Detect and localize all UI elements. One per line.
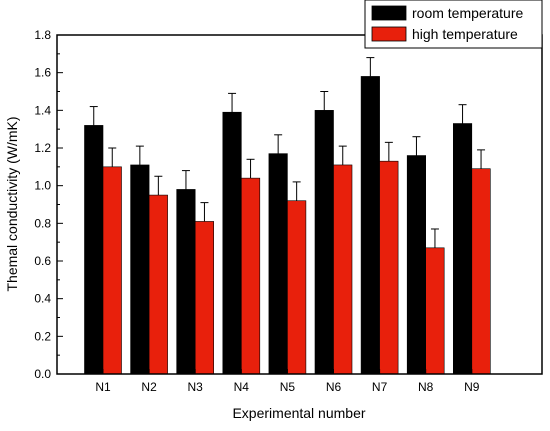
- bar-high-n3: [194, 221, 214, 375]
- bar-high-n8: [425, 247, 445, 375]
- y-tick-label: 1.2: [34, 141, 51, 155]
- x-tick-label-n9: N9: [464, 380, 480, 394]
- bar-room-n1: [84, 125, 104, 375]
- y-axis: 0.0 0.2 0.4 0.6 0.8 1.0 1.2 1.4 1.6 1.8: [34, 28, 63, 381]
- y-tick-label: 0.4: [34, 292, 51, 306]
- bar-room-n3: [176, 189, 196, 375]
- legend-label-room-temperature: room temperature: [412, 5, 523, 21]
- bar-room-n4: [222, 111, 242, 375]
- y-tick-label: 1.8: [34, 28, 51, 42]
- error-bar-high-n1: [108, 147, 117, 167]
- bar-high-n5: [287, 200, 307, 375]
- x-tick-label-n8: N8: [418, 380, 434, 394]
- error-bar-room-n6: [320, 91, 329, 111]
- bars-layer: [84, 76, 491, 375]
- error-bar-high-n9: [477, 149, 486, 169]
- error-bars-layer: [89, 57, 486, 248]
- bar-room-n5: [268, 153, 288, 375]
- bar-high-n2: [148, 194, 168, 375]
- bar-room-n9: [452, 123, 473, 375]
- y-tick-label: 1.6: [34, 66, 51, 80]
- error-bar-room-n1: [89, 106, 98, 126]
- x-tick-label-n4: N4: [234, 380, 250, 394]
- y-tick-label: 0.8: [34, 216, 51, 230]
- bar-room-n8: [406, 155, 427, 375]
- y-tick-label: 1.0: [34, 179, 51, 193]
- x-tick-label-n1: N1: [95, 380, 111, 394]
- legend-swatch-room-temperature: [371, 5, 407, 21]
- bar-room-n7: [360, 76, 380, 375]
- error-bar-high-n4: [246, 158, 255, 179]
- x-axis: N1 N2 N3 N4 N5 N6 N7 N8 N9: [95, 369, 480, 394]
- bar-high-n6: [333, 164, 353, 375]
- error-bar-room-n8: [412, 136, 421, 156]
- error-bar-high-n7: [384, 141, 393, 162]
- error-bar-room-n9: [458, 104, 467, 124]
- error-bar-room-n5: [274, 134, 283, 154]
- error-bar-high-n3: [200, 202, 209, 222]
- error-bar-room-n3: [181, 170, 190, 190]
- y-tick-label: 0.0: [34, 367, 51, 381]
- error-bar-room-n7: [366, 57, 375, 77]
- legend-swatch-high-temperature: [371, 26, 407, 42]
- x-tick-label-n6: N6: [326, 380, 342, 394]
- error-bar-high-n5: [292, 181, 301, 201]
- bar-high-n1: [102, 166, 122, 375]
- y-tick-label: 0.2: [34, 329, 51, 343]
- y-axis-title: Themal conductivity (W/mK): [4, 116, 20, 291]
- x-tick-label-n7: N7: [372, 380, 388, 394]
- error-bar-high-n2: [154, 175, 163, 196]
- bar-room-n2: [130, 164, 150, 375]
- legend-label-high-temperature: high temperature: [412, 26, 518, 42]
- x-tick-label-n5: N5: [280, 380, 296, 394]
- error-bar-room-n4: [228, 92, 237, 113]
- y-tick-label: 1.4: [34, 103, 51, 117]
- bar-high-n4: [241, 177, 261, 375]
- error-bar-high-n8: [430, 228, 439, 248]
- bar-high-n7: [379, 160, 399, 375]
- bar-high-n9: [471, 168, 491, 375]
- bar-room-n6: [314, 110, 334, 375]
- x-tick-label-n2: N2: [141, 380, 157, 394]
- x-tick-label-n3: N3: [188, 380, 204, 394]
- error-bar-high-n6: [338, 145, 347, 165]
- legend: room temperature high temperature: [364, 0, 543, 49]
- x-axis-title: Experimental number: [232, 405, 365, 421]
- error-bar-room-n2: [135, 145, 144, 165]
- y-tick-label: 0.6: [34, 254, 51, 268]
